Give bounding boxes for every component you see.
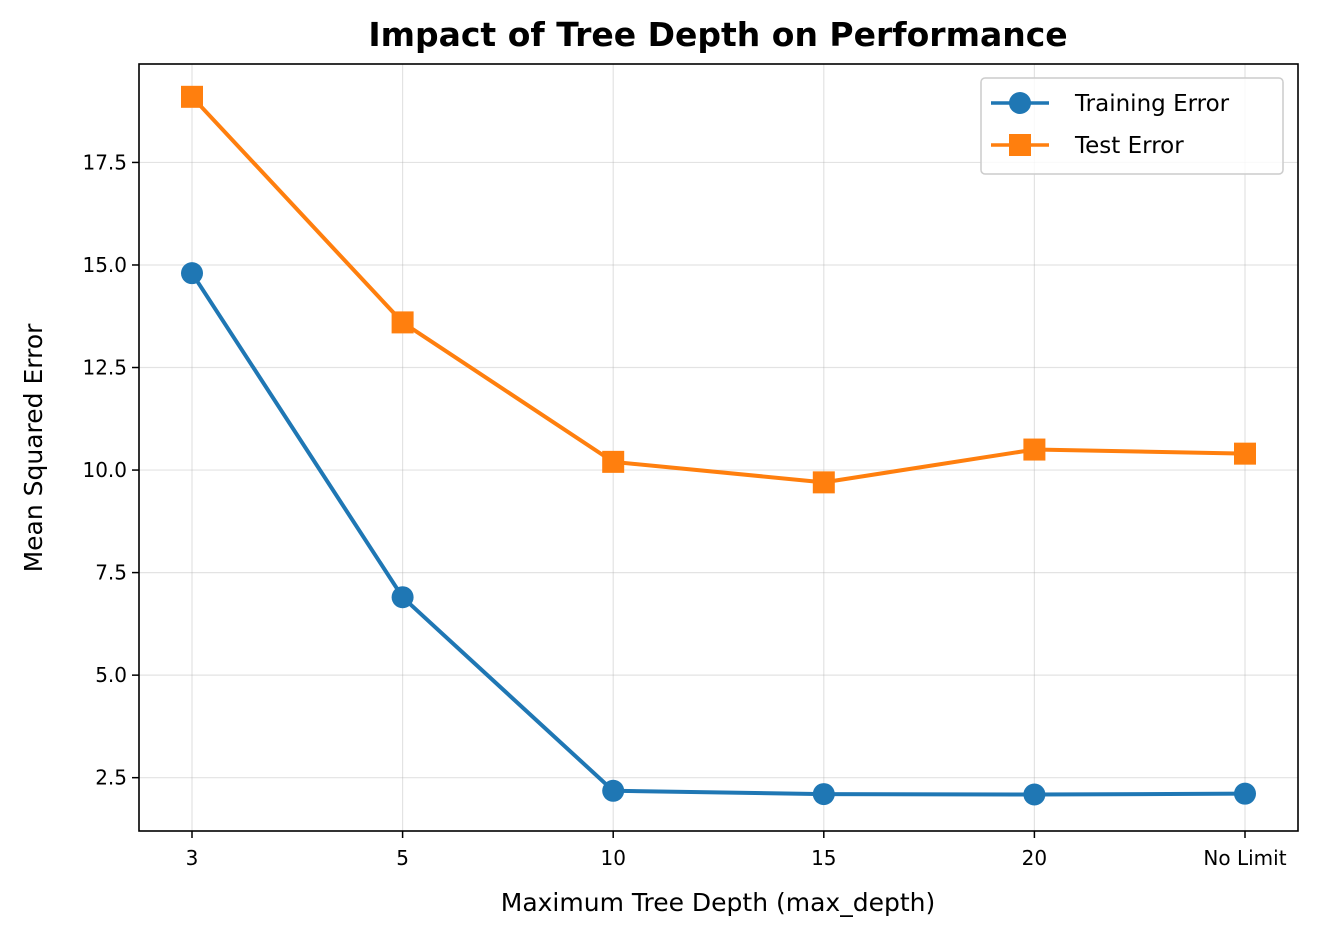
training-error-point: [602, 779, 625, 802]
y-axis-label: Mean Squared Error: [19, 323, 48, 573]
series-group: [181, 85, 1256, 806]
test-error-point: [391, 311, 414, 334]
grid-lines: [139, 64, 1298, 831]
y-tick-label: 10.0: [82, 458, 127, 482]
x-tick-label: No Limit: [1203, 846, 1286, 870]
test-error-point: [181, 85, 203, 108]
test-error-point: [602, 450, 625, 473]
training-error-point: [181, 262, 203, 285]
x-tick-label: 5: [396, 846, 409, 870]
x-tick-label: 3: [186, 846, 199, 870]
legend-label-training: Training Error: [1074, 91, 1230, 117]
test-error-point: [812, 471, 835, 494]
y-tick-label: 2.5: [95, 766, 127, 790]
legend: Training Error Test Error: [980, 77, 1284, 175]
x-tick-label: 15: [811, 846, 836, 870]
legend-frame: [980, 77, 1284, 175]
chart-title: Impact of Tree Depth on Performance: [368, 15, 1067, 54]
y-tick-label: 7.5: [95, 561, 127, 585]
legend-marker-training: [1009, 92, 1031, 114]
training-error-point: [812, 783, 835, 806]
x-tick-label: 10: [600, 846, 625, 870]
y-tick-label: 17.5: [82, 150, 127, 174]
training-error-point: [1023, 783, 1046, 806]
training-error-point: [1234, 782, 1256, 805]
legend-label-test: Test Error: [1074, 133, 1184, 159]
test-error-point: [1023, 438, 1046, 461]
test-error-point: [1234, 442, 1256, 465]
test-error-line: [190, 94, 1247, 485]
plot-frame: [138, 63, 1299, 832]
x-axis-label: Maximum Tree Depth (max_depth): [501, 888, 936, 917]
y-tick-label: 15.0: [82, 253, 127, 277]
axis-ticks: 3 5 10 15 20 No Limit 2.5 5.0 7.5 10.0 12.5 15.0 17.…: [82, 150, 1286, 870]
x-tick-label: 20: [1022, 846, 1047, 870]
legend-marker-test: [1009, 134, 1031, 156]
training-error-line: [190, 271, 1247, 797]
y-tick-label: 5.0: [95, 663, 127, 687]
y-tick-label: 12.5: [82, 356, 127, 380]
training-error-point: [391, 586, 414, 609]
